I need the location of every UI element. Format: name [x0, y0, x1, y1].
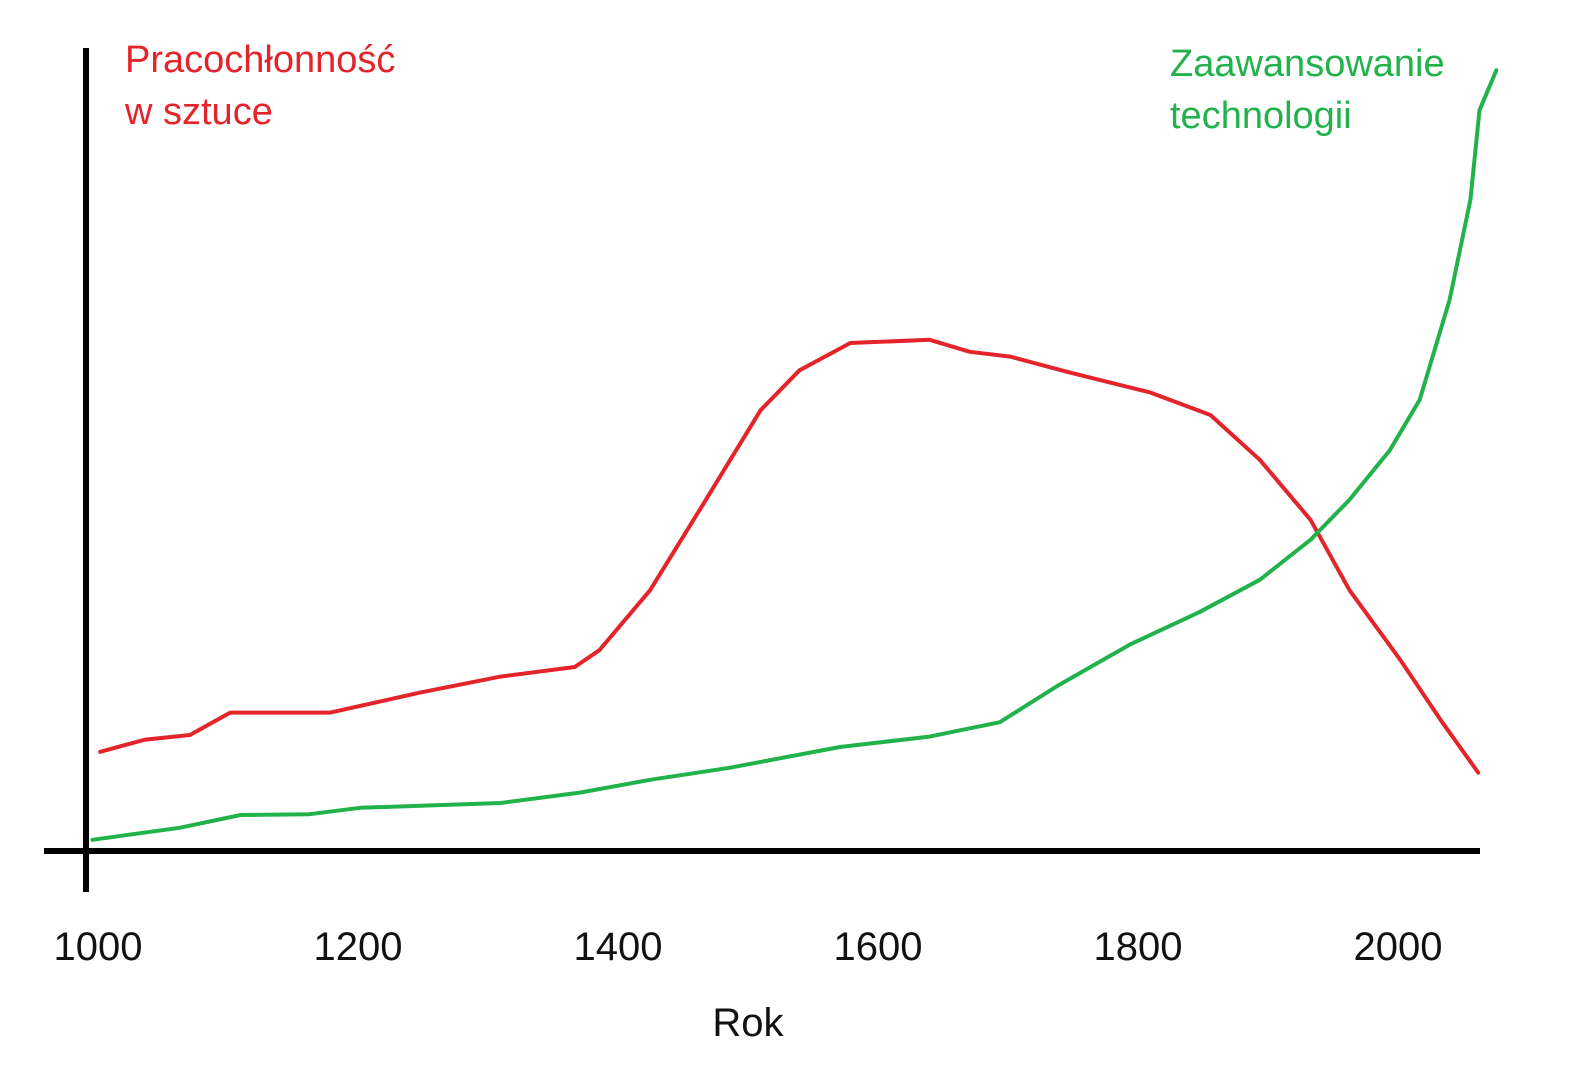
- x-tick-label: 1800: [1094, 925, 1183, 969]
- series-label-line-2: technologii: [1170, 95, 1352, 137]
- x-tick-label: 1400: [574, 925, 663, 969]
- x-tick-label: 1600: [834, 925, 923, 969]
- series-line-pracochlonnosc: [98, 337, 1481, 775]
- series-label-line-1: Zaawansowanie: [1170, 43, 1445, 85]
- series-label-line-1: Pracochłonność: [125, 39, 395, 81]
- series-label-zaawansowanie: Zaawansowanie technologii: [1170, 43, 1455, 137]
- x-tick-label: 1000: [54, 925, 143, 969]
- x-axis-label: Rok: [712, 1001, 784, 1045]
- series-label-line-2: w sztuce: [124, 91, 273, 133]
- x-tick-label: 2000: [1354, 925, 1443, 969]
- series-label-pracochlonnosc: Pracochłonność w sztuce: [124, 39, 406, 133]
- x-tick-label: 1200: [314, 925, 403, 969]
- series-line-zaawansowanie: [90, 68, 1499, 842]
